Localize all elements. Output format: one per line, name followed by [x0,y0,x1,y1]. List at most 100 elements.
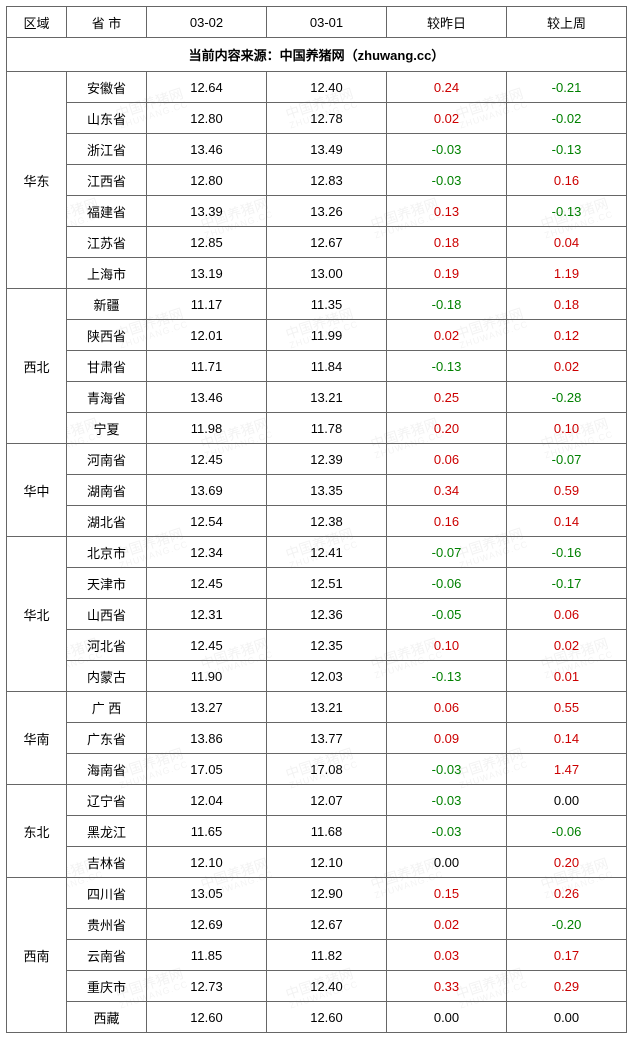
date1-cell: 17.05 [147,754,267,785]
vs-yesterday-cell: 0.06 [387,444,507,475]
province-cell: 湖北省 [67,506,147,537]
vs-yesterday-cell: -0.03 [387,785,507,816]
province-cell: 江西省 [67,165,147,196]
vs-yesterday-cell: 0.02 [387,320,507,351]
date2-cell: 13.77 [267,723,387,754]
region-cell: 华北 [7,537,67,692]
vs-yesterday-cell: -0.07 [387,537,507,568]
date1-cell: 12.34 [147,537,267,568]
date2-cell: 12.90 [267,878,387,909]
date2-cell: 11.99 [267,320,387,351]
date2-cell: 13.49 [267,134,387,165]
province-cell: 内蒙古 [67,661,147,692]
vs-yesterday-cell: 0.34 [387,475,507,506]
date1-cell: 11.85 [147,940,267,971]
table-row: 江苏省12.8512.670.180.04 [7,227,627,258]
province-cell: 上海市 [67,258,147,289]
date2-cell: 12.51 [267,568,387,599]
source-row: 当前内容来源：中国养猪网（zhuwang.cc） [7,38,627,72]
date2-cell: 13.35 [267,475,387,506]
date1-cell: 12.45 [147,568,267,599]
date1-cell: 12.54 [147,506,267,537]
table-row: 华南广 西13.2713.210.060.55 [7,692,627,723]
date2-cell: 12.03 [267,661,387,692]
date2-cell: 12.36 [267,599,387,630]
vs-yesterday-cell: -0.13 [387,351,507,382]
province-cell: 重庆市 [67,971,147,1002]
date1-cell: 13.19 [147,258,267,289]
date1-cell: 12.85 [147,227,267,258]
table-row: 贵州省12.6912.670.02-0.20 [7,909,627,940]
vs-lastweek-cell: -0.16 [507,537,627,568]
vs-lastweek-cell: -0.07 [507,444,627,475]
date1-cell: 11.98 [147,413,267,444]
date2-cell: 12.35 [267,630,387,661]
vs-yesterday-cell: 0.00 [387,847,507,878]
vs-lastweek-cell: -0.02 [507,103,627,134]
province-cell: 贵州省 [67,909,147,940]
date2-cell: 12.38 [267,506,387,537]
table-row: 福建省13.3913.260.13-0.13 [7,196,627,227]
vs-yesterday-cell: 0.10 [387,630,507,661]
date2-cell: 11.82 [267,940,387,971]
region-cell: 华南 [7,692,67,785]
vs-yesterday-cell: 0.24 [387,72,507,103]
table-row: 吉林省12.1012.100.000.20 [7,847,627,878]
vs-yesterday-cell: -0.13 [387,661,507,692]
vs-yesterday-cell: 0.02 [387,909,507,940]
table-row: 海南省17.0517.08-0.031.47 [7,754,627,785]
date2-cell: 12.40 [267,72,387,103]
province-cell: 黑龙江 [67,816,147,847]
date2-cell: 12.39 [267,444,387,475]
vs-yesterday-cell: 0.15 [387,878,507,909]
province-cell: 宁夏 [67,413,147,444]
province-cell: 青海省 [67,382,147,413]
province-cell: 天津市 [67,568,147,599]
date1-cell: 12.04 [147,785,267,816]
date1-cell: 12.10 [147,847,267,878]
vs-lastweek-cell: 0.02 [507,630,627,661]
vs-lastweek-cell: 0.17 [507,940,627,971]
table-row: 山西省12.3112.36-0.050.06 [7,599,627,630]
vs-lastweek-cell: -0.20 [507,909,627,940]
vs-lastweek-cell: 0.55 [507,692,627,723]
table-row: 湖南省13.6913.350.340.59 [7,475,627,506]
vs-lastweek-cell: 0.06 [507,599,627,630]
date2-cell: 12.40 [267,971,387,1002]
vs-yesterday-cell: 0.00 [387,1002,507,1033]
region-cell: 东北 [7,785,67,878]
date2-cell: 12.67 [267,227,387,258]
date2-cell: 17.08 [267,754,387,785]
province-cell: 广东省 [67,723,147,754]
province-cell: 云南省 [67,940,147,971]
province-cell: 辽宁省 [67,785,147,816]
table-row: 浙江省13.4613.49-0.03-0.13 [7,134,627,165]
date1-cell: 13.69 [147,475,267,506]
date1-cell: 11.71 [147,351,267,382]
vs-lastweek-cell: 0.12 [507,320,627,351]
vs-yesterday-cell: 0.02 [387,103,507,134]
date1-cell: 13.05 [147,878,267,909]
table-row: 湖北省12.5412.380.160.14 [7,506,627,537]
table-row: 广东省13.8613.770.090.14 [7,723,627,754]
province-cell: 浙江省 [67,134,147,165]
vs-lastweek-cell: 0.00 [507,1002,627,1033]
vs-yesterday-cell: 0.13 [387,196,507,227]
vs-yesterday-cell: -0.06 [387,568,507,599]
date2-cell: 11.68 [267,816,387,847]
date1-cell: 13.46 [147,134,267,165]
date1-cell: 12.80 [147,103,267,134]
date2-cell: 12.60 [267,1002,387,1033]
vs-lastweek-cell: 0.18 [507,289,627,320]
vs-yesterday-cell: 0.19 [387,258,507,289]
region-cell: 华东 [7,72,67,289]
date2-cell: 13.21 [267,382,387,413]
date2-cell: 11.78 [267,413,387,444]
date2-cell: 12.78 [267,103,387,134]
vs-yesterday-cell: 0.06 [387,692,507,723]
table-row: 西南四川省13.0512.900.150.26 [7,878,627,909]
vs-lastweek-cell: 1.47 [507,754,627,785]
vs-lastweek-cell: -0.21 [507,72,627,103]
vs-lastweek-cell: 0.04 [507,227,627,258]
table-row: 江西省12.8012.83-0.030.16 [7,165,627,196]
